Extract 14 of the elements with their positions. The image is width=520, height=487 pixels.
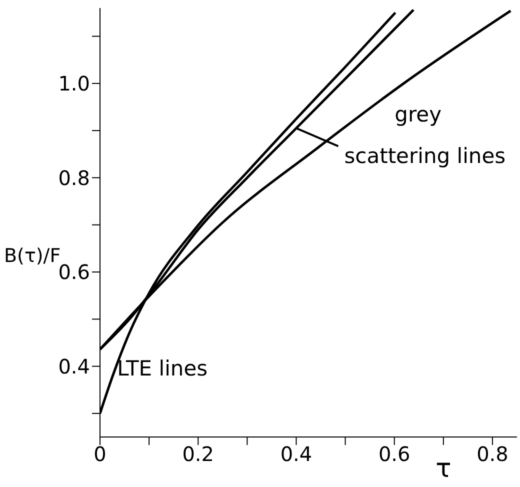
annotation: LTE lines <box>117 356 208 381</box>
x-tick-label: 0.2 <box>182 442 214 466</box>
x-tick-label: 0.6 <box>378 442 410 466</box>
x-tick-label: 0.4 <box>280 442 312 466</box>
y-axis-title: B(τ)/F <box>4 245 61 267</box>
annotation: grey <box>394 102 442 126</box>
y-tick-label: 1.0 <box>58 72 90 96</box>
x-axis-title: τ <box>436 454 452 484</box>
y-tick-label: 0.6 <box>58 260 90 284</box>
x-tick-label: 0.8 <box>476 442 508 466</box>
annotation: scattering lines <box>344 144 506 168</box>
y-tick-label: 0.8 <box>58 166 90 190</box>
x-tick-label: 0 <box>94 442 106 466</box>
y-tick-label: 0.4 <box>58 354 90 378</box>
